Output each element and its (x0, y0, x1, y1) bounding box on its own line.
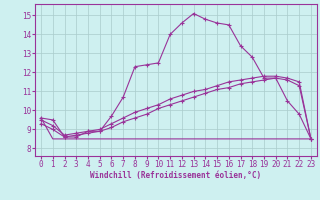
X-axis label: Windchill (Refroidissement éolien,°C): Windchill (Refroidissement éolien,°C) (91, 171, 261, 180)
